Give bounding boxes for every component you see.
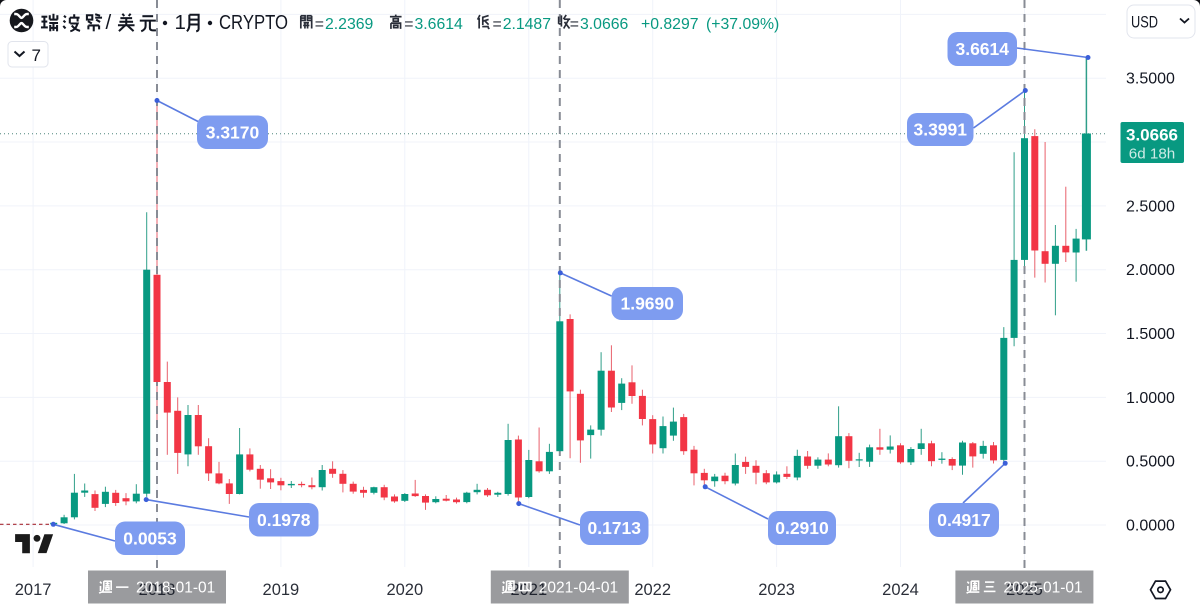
svg-text:0.1713: 0.1713 bbox=[587, 518, 641, 538]
svg-text:USD: USD bbox=[1131, 13, 1158, 32]
svg-text:CRYPTO: CRYPTO bbox=[219, 12, 288, 34]
svg-text:0.0000: 0.0000 bbox=[1126, 518, 1175, 535]
svg-text:+0.8297: +0.8297 bbox=[641, 16, 699, 33]
svg-text:0.4917: 0.4917 bbox=[937, 510, 991, 530]
svg-text:1.5000: 1.5000 bbox=[1126, 326, 1175, 343]
svg-text:2021-04-01: 2021-04-01 bbox=[539, 580, 618, 597]
svg-text:1: 1 bbox=[175, 11, 186, 34]
svg-text:3.0666: 3.0666 bbox=[1126, 126, 1178, 145]
svg-text:1.9690: 1.9690 bbox=[620, 294, 674, 314]
svg-text:3.5000: 3.5000 bbox=[1126, 71, 1175, 88]
svg-text:=: = bbox=[315, 16, 324, 33]
svg-text:2018: 2018 bbox=[139, 581, 176, 599]
svg-text:3.6614: 3.6614 bbox=[955, 39, 1009, 59]
svg-text:2019: 2019 bbox=[263, 581, 300, 599]
svg-text:6d 18h: 6d 18h bbox=[1129, 146, 1175, 163]
svg-text:3.3991: 3.3991 bbox=[913, 120, 967, 140]
svg-text:2.5000: 2.5000 bbox=[1126, 198, 1175, 215]
svg-text:0.5000: 0.5000 bbox=[1126, 454, 1175, 471]
svg-text:2025-01-01: 2025-01-01 bbox=[1003, 580, 1082, 597]
svg-text:2.2369: 2.2369 bbox=[325, 16, 374, 33]
svg-text:2025: 2025 bbox=[1006, 581, 1043, 599]
svg-text:0.1978: 0.1978 bbox=[257, 510, 311, 530]
svg-text:(+37.09%): (+37.09%) bbox=[706, 16, 779, 33]
svg-text:2018-01-01: 2018-01-01 bbox=[136, 580, 215, 597]
svg-text:/: / bbox=[106, 11, 112, 34]
svg-text:=: = bbox=[570, 16, 579, 33]
svg-text:2017: 2017 bbox=[15, 581, 52, 599]
svg-text:2023: 2023 bbox=[758, 581, 795, 599]
svg-text:=: = bbox=[493, 16, 502, 33]
svg-text:3.3170: 3.3170 bbox=[206, 122, 260, 142]
svg-text:3.0666: 3.0666 bbox=[580, 16, 629, 33]
svg-text:1.0000: 1.0000 bbox=[1126, 390, 1175, 407]
svg-text:2.0000: 2.0000 bbox=[1126, 262, 1175, 279]
svg-text:3.6614: 3.6614 bbox=[415, 16, 464, 33]
svg-text:2020: 2020 bbox=[386, 581, 423, 599]
svg-text:2024: 2024 bbox=[882, 581, 919, 599]
svg-text:0.2910: 0.2910 bbox=[775, 518, 829, 538]
svg-text:0.0053: 0.0053 bbox=[123, 528, 177, 548]
svg-text:2022: 2022 bbox=[634, 581, 671, 599]
svg-text:2.1487: 2.1487 bbox=[503, 16, 551, 33]
svg-text:=: = bbox=[404, 16, 413, 33]
svg-text:7: 7 bbox=[32, 46, 41, 65]
